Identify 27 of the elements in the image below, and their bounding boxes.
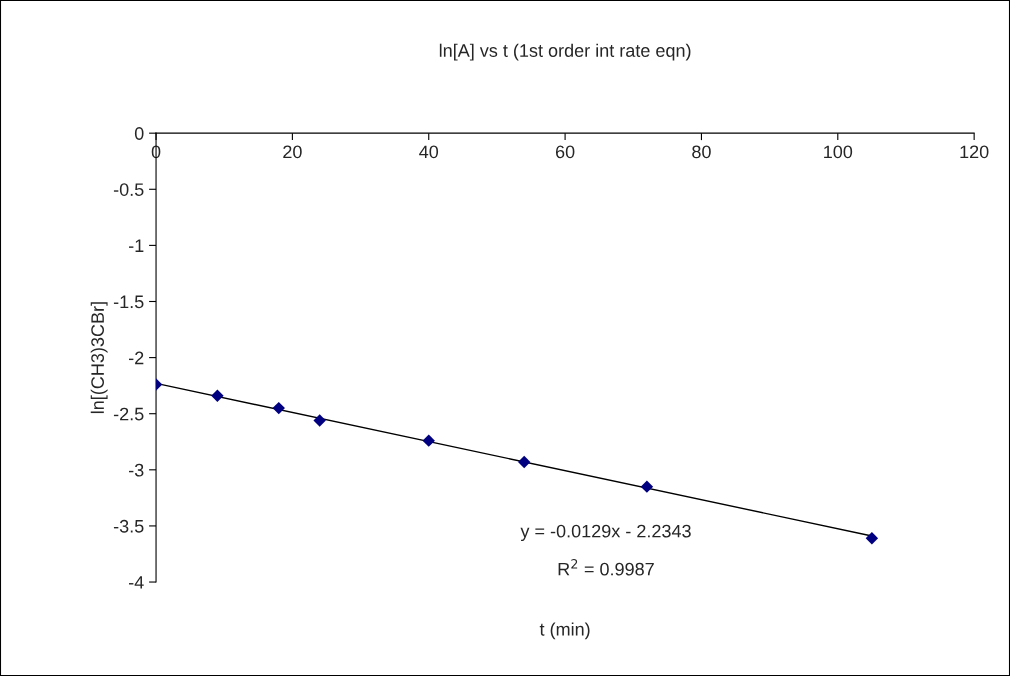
x-tick-label: 60 <box>555 145 575 159</box>
y-tick-label: -1.5 <box>113 295 144 309</box>
x-tick-label: 40 <box>419 145 439 159</box>
point <box>313 414 326 427</box>
point <box>517 455 531 469</box>
point <box>211 389 224 402</box>
y-tick-label: -2 <box>128 351 144 365</box>
point <box>272 401 285 415</box>
y-tick-label: -1 <box>128 239 144 252</box>
x-tick-label: 80 <box>692 145 711 159</box>
y-tick-label: -3.5 <box>113 519 144 533</box>
y-tick-label: -4 <box>128 576 144 589</box>
x-tick-label: 100 <box>824 145 853 159</box>
point <box>865 532 879 545</box>
chart-title: ln[A] vs t (1st order int rate eqn) <box>439 43 691 61</box>
point <box>640 480 654 493</box>
y-tick-label: 0 <box>134 127 144 140</box>
y-tick-label: -2.5 <box>113 407 144 421</box>
x-tick-label: 120 <box>960 145 989 159</box>
annotation: R$^{2}$ = 0.9987 <box>558 559 654 576</box>
x-axis-title: t (min) <box>539 622 590 640</box>
y-axis-title: ln[(CH3)3CBr] <box>90 302 108 414</box>
annotation: y = -0.0129x - 2.2343 <box>520 524 691 542</box>
x-tick-label: 20 <box>283 145 302 159</box>
y-tick-label: -0.5 <box>113 183 144 196</box>
point <box>422 434 435 447</box>
y-tick-label: -3 <box>128 463 144 477</box>
